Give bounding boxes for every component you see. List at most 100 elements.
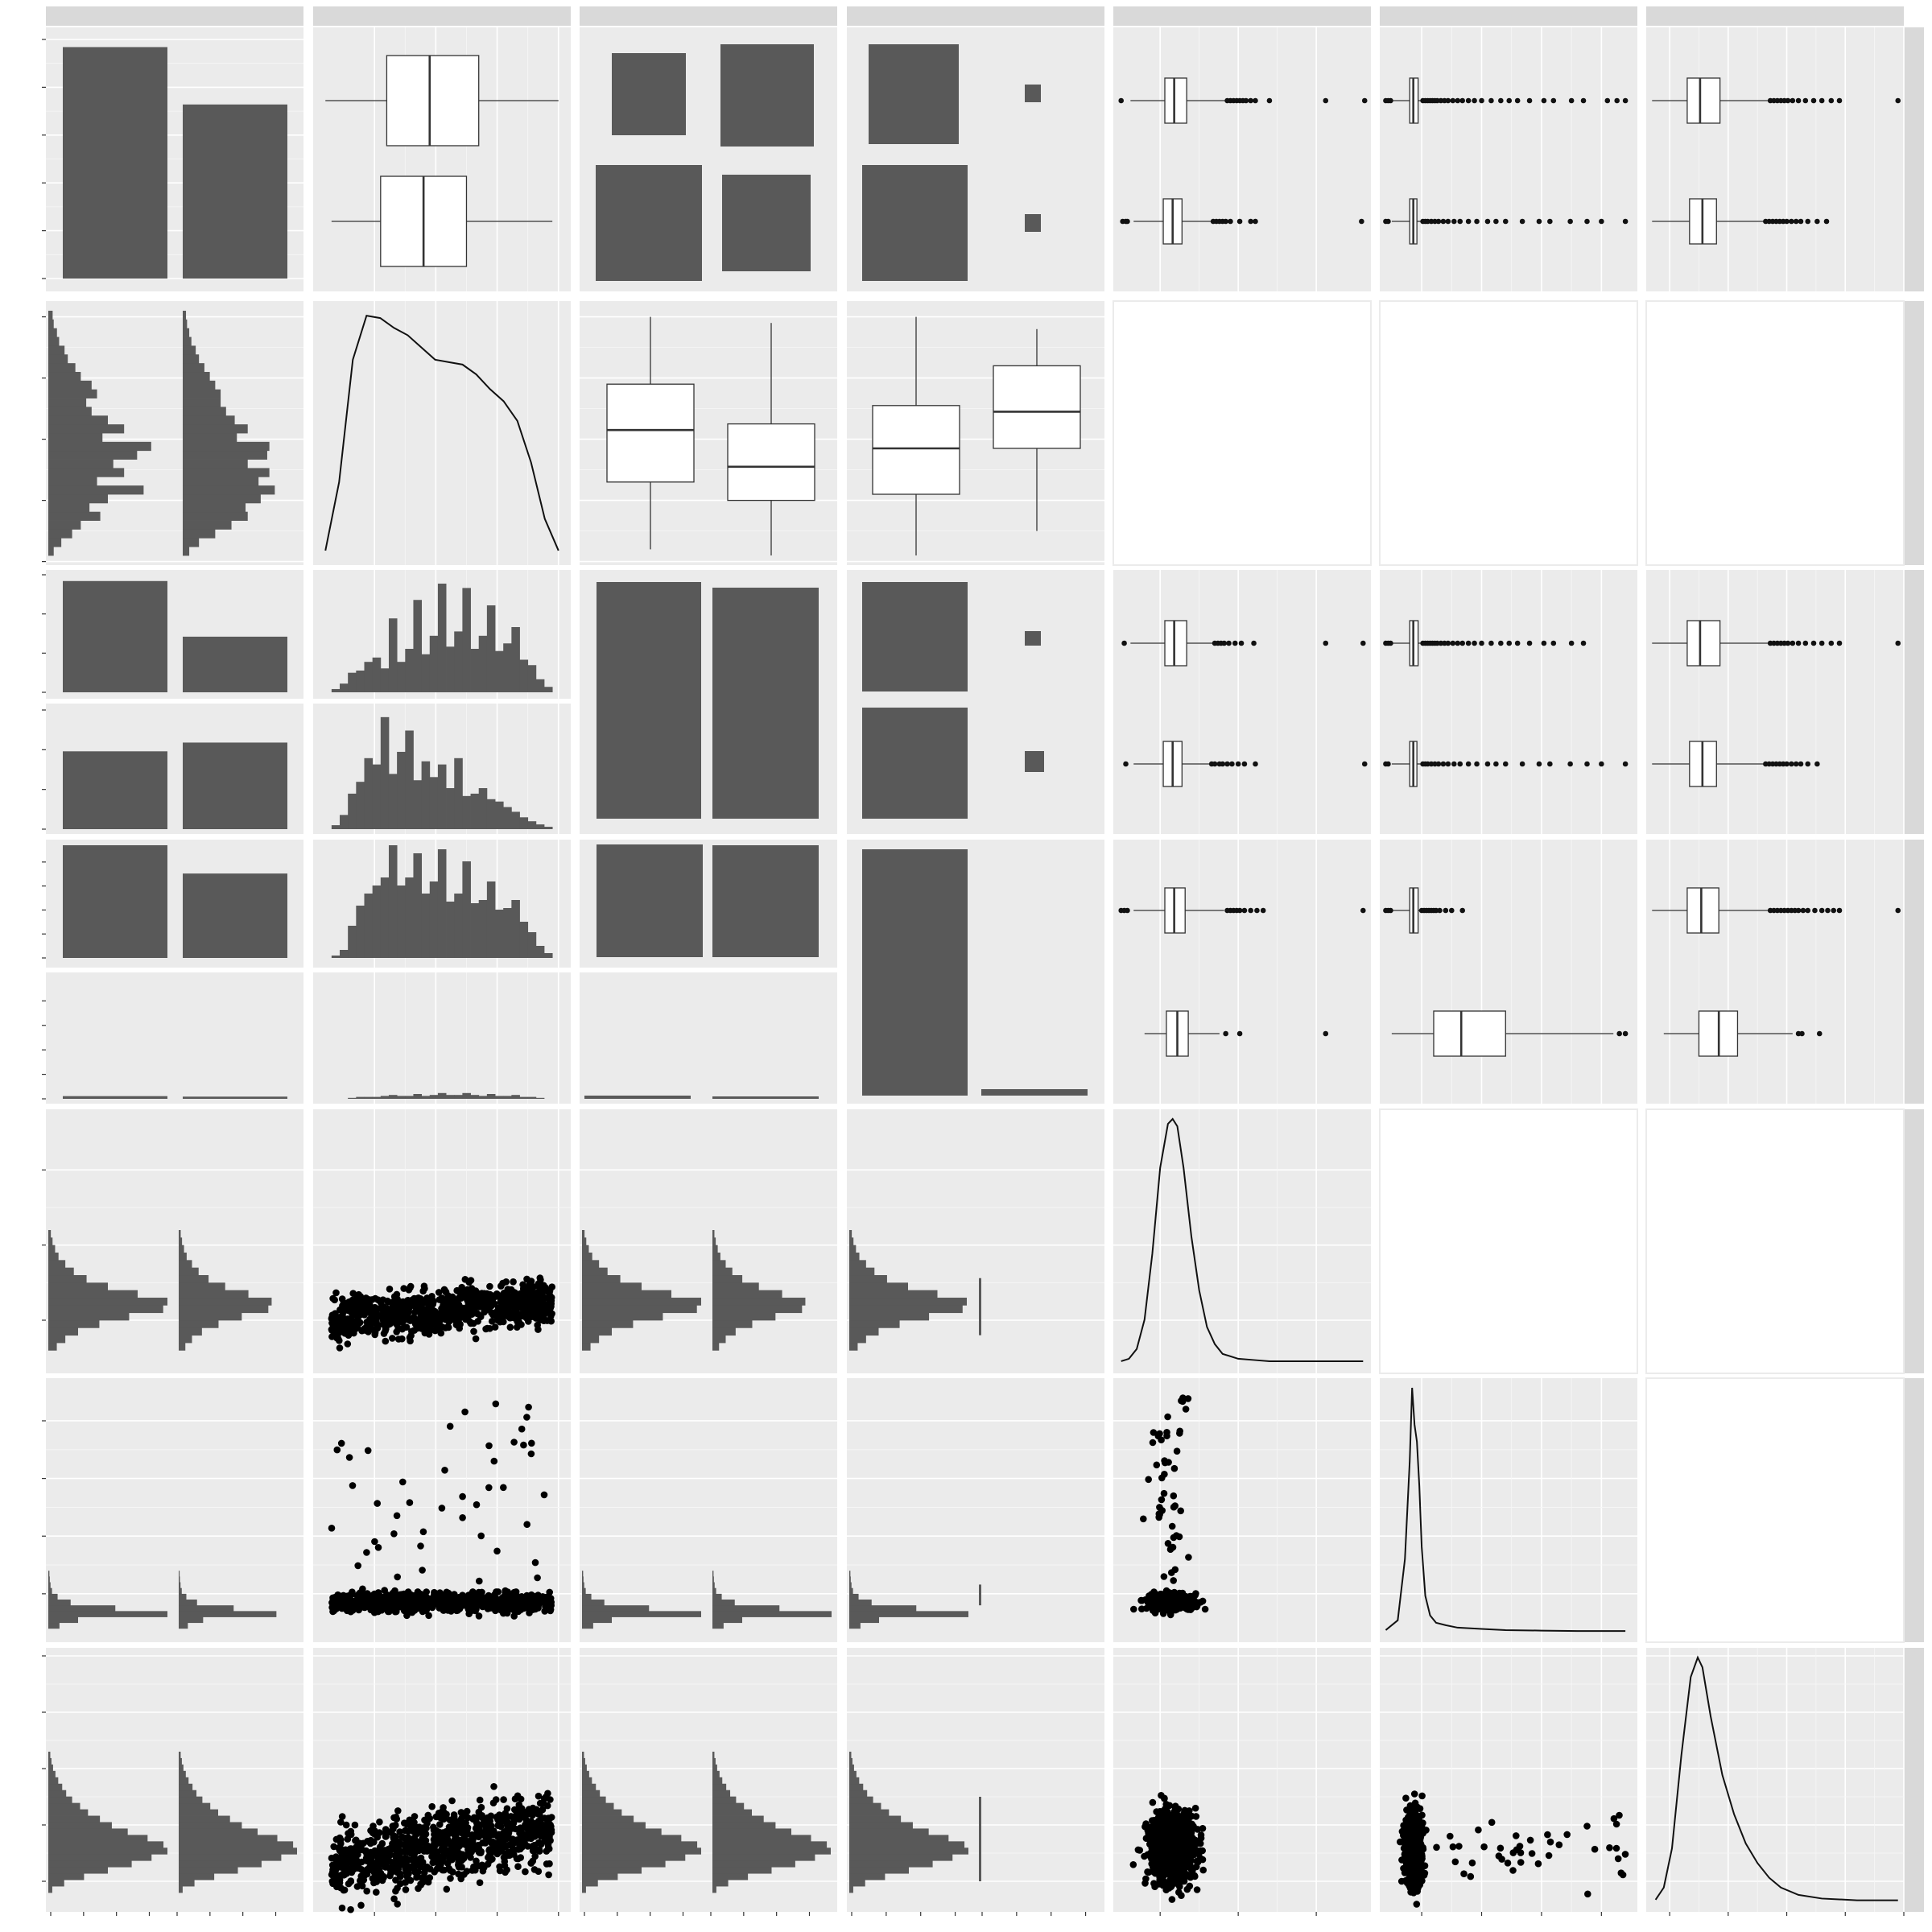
- scatter-point: [358, 1858, 365, 1866]
- hist-bar: [388, 1095, 398, 1099]
- scatter-point: [467, 1854, 474, 1861]
- scatter-point: [448, 1608, 455, 1615]
- scatter-point: [1201, 1605, 1209, 1613]
- hist-bar: [48, 389, 97, 398]
- scatter-point: [428, 1599, 436, 1606]
- outlier-point: [1465, 218, 1472, 225]
- scatter-point: [497, 1599, 504, 1606]
- outlier-point: [1785, 640, 1791, 646]
- scatter-point: [428, 1802, 436, 1810]
- scatter-point: [417, 1854, 425, 1862]
- boxplot-box: [606, 383, 695, 483]
- scatter-point: [472, 1295, 479, 1302]
- outlier-point: [1802, 640, 1809, 646]
- hist-bar: [454, 894, 463, 958]
- scatter-point: [505, 1293, 513, 1301]
- scatter-point: [511, 1806, 518, 1814]
- hist-bar: [712, 1275, 743, 1283]
- hist-bar: [48, 424, 125, 434]
- scatter-point: [476, 1879, 484, 1886]
- hist-bar: [48, 1815, 101, 1823]
- outlier-point: [1232, 640, 1238, 646]
- scatter-point: [526, 1305, 534, 1312]
- mosaic-tile: [712, 845, 819, 957]
- matrix-cell-age-glucose: [1379, 300, 1638, 566]
- scatter-point: [545, 1871, 552, 1879]
- hist-bar: [712, 1267, 733, 1276]
- outlier-point: [1506, 640, 1513, 646]
- scatter-point: [341, 1886, 349, 1894]
- scatter-point: [514, 1863, 522, 1870]
- hist-bar: [388, 845, 398, 958]
- scatter-point: [355, 1290, 362, 1298]
- boxplot-age-sex-1: [325, 55, 559, 147]
- hist-bar: [179, 1752, 181, 1759]
- scatter-point: [510, 1817, 518, 1824]
- scatter-point: [393, 1608, 400, 1616]
- facet-strip-right: [1903, 301, 1924, 565]
- hist-bar: [421, 761, 431, 829]
- scatter-point: [1164, 1540, 1172, 1547]
- bar-smoker: [183, 742, 287, 829]
- hist-bar: [712, 1253, 720, 1261]
- hist-bar: [712, 1790, 731, 1798]
- scatter-point: [384, 1318, 392, 1325]
- scatter-point: [367, 1827, 374, 1835]
- hist-bar: [712, 1600, 735, 1606]
- hist-bar: [849, 1835, 949, 1842]
- scatter-point: [342, 1821, 350, 1829]
- hist-bar: [183, 468, 270, 477]
- panel-background: [847, 1109, 1104, 1373]
- hist-bar: [446, 1095, 455, 1099]
- panel-background: [1646, 570, 1904, 834]
- scatter-point: [540, 1282, 547, 1290]
- outlier-point: [1224, 761, 1230, 767]
- boxplot-top: [1391, 887, 1421, 934]
- scatter-point: [459, 1514, 466, 1521]
- hist-bar: [446, 902, 455, 958]
- scatter-point: [394, 1901, 402, 1908]
- hist-bar: [462, 861, 471, 958]
- scatter-point: [370, 1309, 378, 1317]
- hist-bar: [486, 799, 496, 829]
- hist-bar: [849, 1343, 858, 1351]
- hist-bar: [543, 827, 553, 829]
- hist-bar: [48, 1327, 78, 1336]
- scatter-point: [500, 1484, 507, 1492]
- scatter-point: [422, 1831, 430, 1838]
- scatter-point: [500, 1796, 507, 1803]
- scatter-point: [396, 1828, 403, 1835]
- scatter-point: [473, 1501, 481, 1509]
- outlier-point: [1125, 907, 1130, 914]
- hist-bar: [582, 1327, 612, 1336]
- outlier-point: [1125, 218, 1130, 225]
- scatter-point: [535, 1846, 543, 1853]
- scatter-point: [411, 1844, 419, 1852]
- scatter-point: [529, 1289, 536, 1296]
- hist-bar: [183, 520, 232, 530]
- panel-background: [1380, 840, 1637, 1104]
- hist-bar: [331, 688, 341, 692]
- hist-bar: [397, 886, 406, 958]
- scatter-point: [490, 1300, 498, 1308]
- scatter-point: [1148, 1595, 1156, 1603]
- hist-bar: [388, 774, 398, 829]
- scatter-point: [459, 1492, 466, 1501]
- outlier-point: [1251, 640, 1257, 646]
- outlier-point: [1236, 1030, 1243, 1037]
- hist-bar: [429, 777, 439, 829]
- scatter-point: [419, 1528, 427, 1536]
- boxplot-bottom: [1133, 198, 1212, 245]
- scatter-point: [528, 1439, 535, 1447]
- scatter-point: [360, 1839, 367, 1847]
- hist-bar: [582, 1237, 587, 1246]
- scatter-point: [444, 1323, 452, 1331]
- hist-bar: [183, 311, 187, 320]
- scatter-point: [439, 1866, 447, 1874]
- outlier-point: [1498, 640, 1504, 646]
- scatter-point: [404, 1827, 412, 1835]
- hist-bar: [712, 1822, 776, 1829]
- outlier-point: [1580, 640, 1587, 646]
- scatter-point: [363, 1887, 371, 1895]
- scatter-point: [513, 1811, 520, 1818]
